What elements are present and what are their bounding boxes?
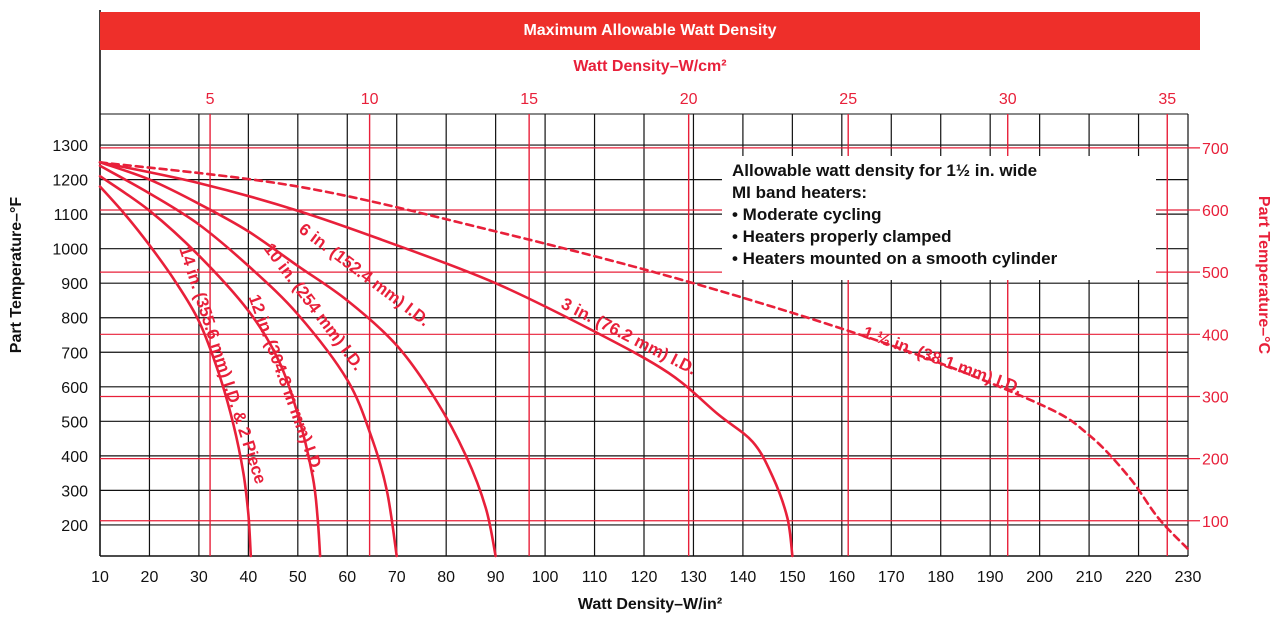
y2-axis-title-container: Part Temperature–°C — [1248, 130, 1278, 420]
y2-tick-label: 700 — [1202, 141, 1229, 158]
x-tick-label: 230 — [1175, 569, 1202, 586]
x-tick-label: 200 — [1026, 569, 1053, 586]
x-tick-label: 80 — [437, 569, 455, 586]
x-tick-label: 120 — [631, 569, 658, 586]
x-tick-label: 30 — [190, 569, 208, 586]
y2-tick-label: 300 — [1202, 389, 1229, 406]
grid — [99, 10, 1200, 557]
x-tick-label: 160 — [828, 569, 855, 586]
chart-title: Maximum Allowable Watt Density — [523, 22, 777, 39]
x-tick-label: 20 — [141, 569, 159, 586]
x-tick-label: 190 — [977, 569, 1004, 586]
y2-tick-label: 600 — [1202, 203, 1229, 220]
y-tick-label: 200 — [61, 518, 88, 535]
series-line-10-in-254-mm-i-d — [98, 164, 398, 558]
y-tick-label: 700 — [61, 345, 88, 362]
legend-title-line-2: MI band heaters: — [732, 183, 868, 202]
x-tick-label: 150 — [779, 569, 806, 586]
x2-tick-label: 5 — [206, 91, 215, 108]
y-tick-label: 500 — [61, 414, 88, 431]
y-tick-label: 1300 — [52, 138, 88, 155]
x-tick-label: 180 — [927, 569, 954, 586]
legend-bullet-cycling: • Moderate cycling — [732, 205, 882, 224]
tick-labels: 10 20 30 40 50 60 70 80 90 100 110 120 130 140 150 160 1… — [52, 91, 1228, 586]
y2-tick-label: 400 — [1202, 327, 1229, 344]
y-tick-label: 400 — [61, 449, 88, 466]
x-tick-label: 40 — [239, 569, 257, 586]
x-tick-label: 140 — [730, 569, 757, 586]
legend-bullet-clamped: • Heaters properly clamped — [732, 227, 952, 246]
series-line-3-in-76-2-mm-i-d — [98, 161, 794, 558]
series-line-12-in-304-8-m-mm-i-d — [98, 174, 322, 558]
x-tick-label: 220 — [1125, 569, 1152, 586]
y-tick-label: 600 — [61, 380, 88, 397]
y2-tick-label: 500 — [1202, 265, 1229, 282]
x2-tick-label: 15 — [520, 91, 538, 108]
y-tick-label: 900 — [61, 276, 88, 293]
x2-tick-label: 35 — [1158, 91, 1176, 108]
curve-label: 3 in. (76.2 mm) I.D. — [558, 294, 700, 379]
y2-tick-label: 200 — [1202, 452, 1229, 469]
x-tick-label: 60 — [338, 569, 356, 586]
x-tick-label: 10 — [91, 569, 109, 586]
series-line-6-in-152-4-mm-i-d — [98, 161, 497, 558]
x-axis-title: Watt Density–W/in² — [577, 596, 723, 613]
x-tick-label: 110 — [582, 569, 608, 586]
x2-tick-label: 20 — [680, 91, 698, 108]
x-tick-label: 70 — [388, 569, 406, 586]
x-tick-label: 210 — [1076, 569, 1103, 586]
legend-bullet-cylinder: • Heaters mounted on a smooth cylinder — [732, 249, 1058, 268]
y-tick-label: 1200 — [52, 173, 88, 190]
x2-tick-label: 30 — [999, 91, 1017, 108]
y-tick-label: 1100 — [54, 207, 89, 224]
y-axis-title: Part Temperature–°F — [8, 196, 25, 354]
x2-tick-label: 25 — [839, 91, 857, 108]
top-axis-title: Watt Density–W/cm² — [573, 58, 727, 75]
x-tick-label: 90 — [487, 569, 505, 586]
legend-title-line-1: Allowable watt density for 1½ in. wide — [732, 161, 1038, 180]
legend-box: Allowable watt density for 1½ in. wide M… — [722, 156, 1156, 280]
y2-axis-title: Part Temperature–°C — [1255, 195, 1272, 355]
curves — [98, 161, 1190, 558]
series-line-14-in-355-6-mm-i-d-2-piece — [98, 185, 253, 558]
x-tick-label: 130 — [680, 569, 707, 586]
series-line-1-in-38-1-mm-i-d — [98, 161, 1190, 551]
y-tick-label: 800 — [61, 311, 88, 328]
x-tick-label: 170 — [878, 569, 905, 586]
x-tick-label: 50 — [289, 569, 307, 586]
x2-tick-label: 10 — [361, 91, 379, 108]
y-tick-label: 300 — [61, 483, 88, 500]
y-axis-title-container: Part Temperature–°F — [2, 130, 32, 420]
chart-title-bar: Maximum Allowable Watt Density — [100, 12, 1200, 50]
x-tick-label: 100 — [532, 569, 559, 586]
y-tick-label: 1000 — [52, 242, 88, 259]
y2-tick-label: 100 — [1202, 514, 1229, 531]
